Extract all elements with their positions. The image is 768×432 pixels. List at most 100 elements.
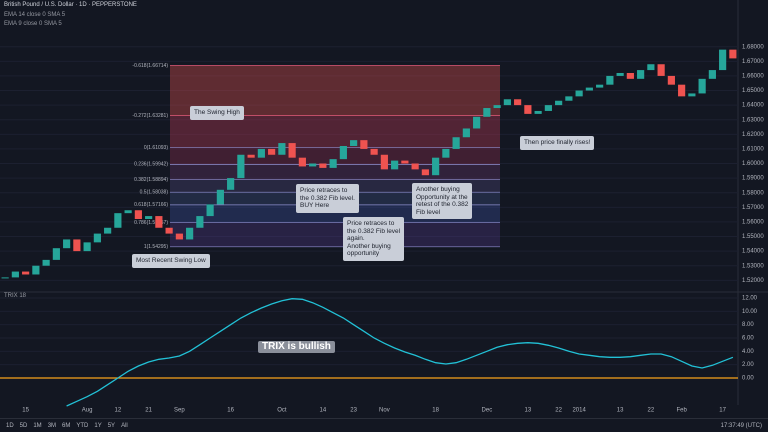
candle — [309, 163, 317, 167]
x-tick-label: Dec — [482, 408, 493, 414]
x-tick-label: Sep — [174, 408, 185, 414]
candle — [165, 227, 173, 234]
annotation-line: the 0.382 Fib level — [347, 227, 401, 235]
candle — [93, 233, 101, 243]
y-tick-label: 6.00 — [742, 336, 754, 342]
annotation-line: the 0.382 Fib level. — [300, 194, 355, 202]
range-button[interactable]: YTD — [76, 423, 89, 429]
candle — [216, 189, 224, 205]
range-button[interactable]: 6M — [62, 423, 71, 429]
candle — [421, 169, 429, 176]
candle — [42, 259, 50, 266]
fib-label: 0.382(1.58894) — [134, 177, 168, 183]
y-tick-label: 1.57000 — [742, 205, 764, 211]
candle — [104, 227, 112, 234]
candle — [134, 210, 142, 219]
fib-label: 0.618(1.57166) — [134, 202, 168, 208]
y-tick-label: 12.00 — [742, 296, 758, 302]
fib-label: 0.236(1.59942) — [134, 162, 168, 168]
candle — [708, 70, 716, 79]
candle — [565, 96, 573, 101]
candle — [647, 64, 655, 71]
y-tick-label: 1.65000 — [742, 88, 764, 94]
x-tick-label: 22 — [648, 408, 655, 414]
candle — [432, 157, 440, 176]
y-tick-label: 1.53000 — [742, 263, 764, 269]
candle — [729, 49, 737, 59]
fib-label: 0.5(1.58038) — [140, 189, 169, 195]
candle — [298, 157, 306, 167]
annotation-line: opportunity — [347, 250, 380, 257]
x-tick-label: 17 — [719, 408, 726, 414]
candle — [360, 140, 368, 149]
annotation: Another buying Opportunity at the retest o… — [412, 183, 473, 219]
x-tick-label: Nov — [379, 408, 390, 414]
annotation-line: Price retraces to — [347, 220, 395, 227]
annotation: The Swing High — [190, 106, 244, 120]
range-button[interactable]: All — [121, 423, 128, 429]
candle — [114, 213, 122, 228]
candle — [678, 84, 686, 97]
candle — [380, 154, 388, 170]
range-button[interactable]: 5Y — [107, 423, 116, 429]
candle — [32, 265, 40, 275]
fib-band — [170, 147, 500, 165]
range-button[interactable]: 3M — [47, 423, 57, 429]
candle — [227, 178, 235, 190]
annotation-line: retest of the 0.382 — [416, 201, 469, 208]
clock: 17:37:49 (UTC) — [720, 423, 762, 429]
y-tick-label: 1.64000 — [742, 103, 764, 109]
candle — [596, 84, 604, 88]
candle — [63, 239, 71, 249]
trix-label: TRIX 18 — [4, 293, 27, 299]
candle — [319, 163, 327, 168]
trix-annotation: TRIX is bullish — [258, 341, 335, 353]
candle — [196, 216, 204, 228]
y-tick-label: 10.00 — [742, 309, 758, 315]
candle — [350, 140, 358, 146]
y-tick-label: 4.00 — [742, 349, 754, 355]
candle — [175, 233, 183, 240]
x-tick-label: 12 — [115, 408, 122, 414]
candle — [555, 100, 563, 106]
x-tick-label: 15 — [22, 408, 29, 414]
x-tick-label: 22 — [555, 408, 562, 414]
fib-label: -0.272(1.63281) — [132, 113, 168, 119]
range-button[interactable]: 5D — [19, 423, 28, 429]
candle — [462, 128, 470, 138]
candle — [483, 108, 491, 117]
candle — [391, 160, 399, 170]
candle — [606, 75, 614, 85]
candle — [257, 148, 265, 158]
y-tick-label: 1.58000 — [742, 190, 764, 196]
range-button[interactable]: 1Y — [94, 423, 102, 429]
candle — [585, 87, 593, 91]
annotation-line: Most Recent Swing Low — [136, 257, 206, 264]
candle — [698, 78, 706, 94]
y-tick-label: 1.54000 — [742, 249, 764, 255]
candle — [534, 110, 542, 114]
x-tick-label: 2014 — [572, 408, 586, 414]
fib-label: 0(1.61093) — [144, 145, 169, 151]
annotation-line: BUY Here — [300, 202, 330, 209]
range-button[interactable]: 1D — [6, 423, 14, 429]
candle — [544, 105, 552, 111]
trix-line — [66, 298, 734, 407]
annotation-line: Then price finally rises! — [524, 139, 591, 146]
candle — [1, 277, 9, 279]
x-tick-label: 14 — [320, 408, 327, 414]
range-button[interactable]: 1M — [33, 423, 42, 429]
candle — [124, 210, 132, 214]
candle — [288, 143, 296, 158]
indicator-label: EMA 14 close 0 SMA 5 — [4, 12, 66, 18]
x-tick-label: 13 — [617, 408, 624, 414]
candle — [370, 148, 378, 155]
y-tick-label: 1.63000 — [742, 117, 764, 123]
y-tick-label: 8.00 — [742, 322, 754, 328]
y-tick-label: 1.59000 — [742, 176, 764, 182]
y-tick-label: 1.56000 — [742, 219, 764, 225]
x-tick-label: Oct — [277, 408, 287, 414]
y-tick-label: 1.61000 — [742, 146, 764, 152]
annotation-line: The Swing High — [194, 109, 240, 116]
